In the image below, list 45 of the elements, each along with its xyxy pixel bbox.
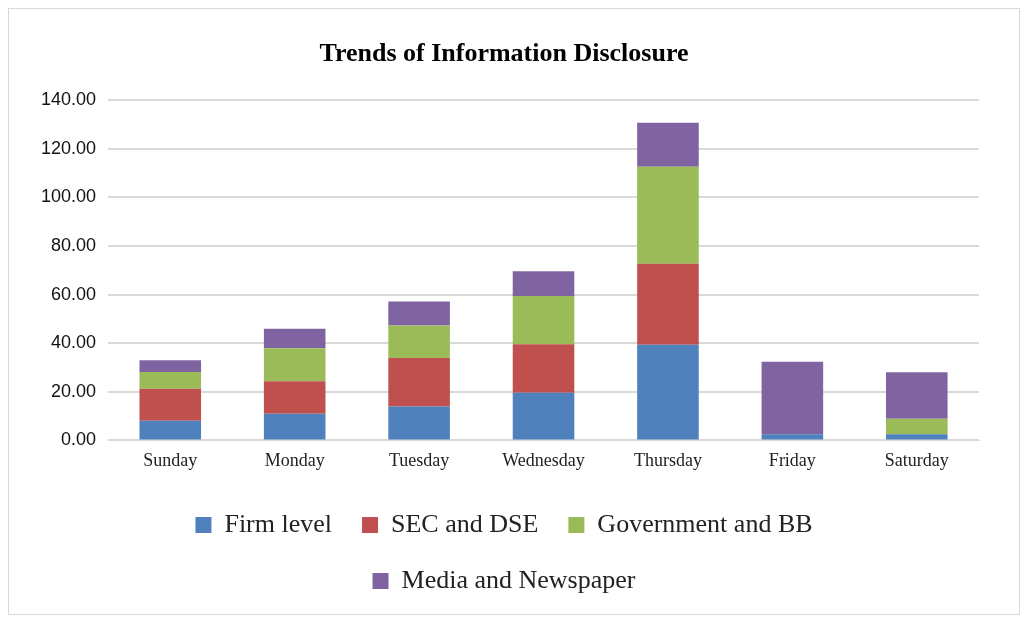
bar — [263, 413, 326, 440]
y-tick-label: 40.00 — [51, 332, 97, 353]
bar — [139, 360, 202, 373]
x-tick-label: Tuesday — [388, 449, 450, 470]
y-tick-label: 120.00 — [40, 137, 97, 158]
y-tick-label: 140.00 — [40, 89, 97, 110]
bar — [388, 406, 450, 440]
bar — [637, 263, 699, 345]
bar — [139, 388, 202, 421]
bar — [886, 418, 948, 435]
bar — [388, 325, 450, 359]
legend-label: Government and BB — [597, 508, 813, 538]
bar — [388, 358, 450, 407]
bar — [263, 328, 326, 349]
x-tick-label: Friday — [768, 449, 816, 470]
bar — [637, 344, 699, 440]
chart-title: Trends of Information Disclosure — [319, 38, 689, 68]
bar — [263, 381, 326, 414]
bar — [761, 434, 824, 440]
y-tick-label: 20.00 — [51, 380, 97, 401]
bar — [512, 344, 575, 393]
bar — [886, 434, 948, 440]
x-tick-label: Sunday — [143, 449, 198, 470]
legend-label: Firm level — [224, 508, 333, 538]
bar — [512, 296, 575, 345]
bar — [139, 420, 202, 440]
bar — [388, 301, 450, 326]
x-tick-label: Thursday — [633, 449, 702, 470]
y-tick-label: 100.00 — [40, 186, 97, 207]
y-tick-label: 60.00 — [51, 283, 97, 304]
legend-label: Media and Newspaper — [401, 564, 636, 594]
bar — [761, 361, 824, 435]
legend-label: SEC and DSE — [391, 508, 539, 538]
bar — [512, 392, 575, 440]
bar — [263, 348, 326, 382]
bar — [512, 271, 575, 297]
x-tick-label: Wednesday — [502, 449, 585, 470]
y-tick-label: 80.00 — [51, 234, 97, 255]
x-tick-label: Saturday — [884, 449, 949, 470]
bar — [637, 166, 699, 264]
bar — [637, 122, 699, 167]
bar — [139, 372, 202, 389]
x-tick-label: Monday — [264, 449, 325, 470]
y-tick-label: 0.00 — [61, 429, 97, 450]
bar — [886, 372, 948, 419]
